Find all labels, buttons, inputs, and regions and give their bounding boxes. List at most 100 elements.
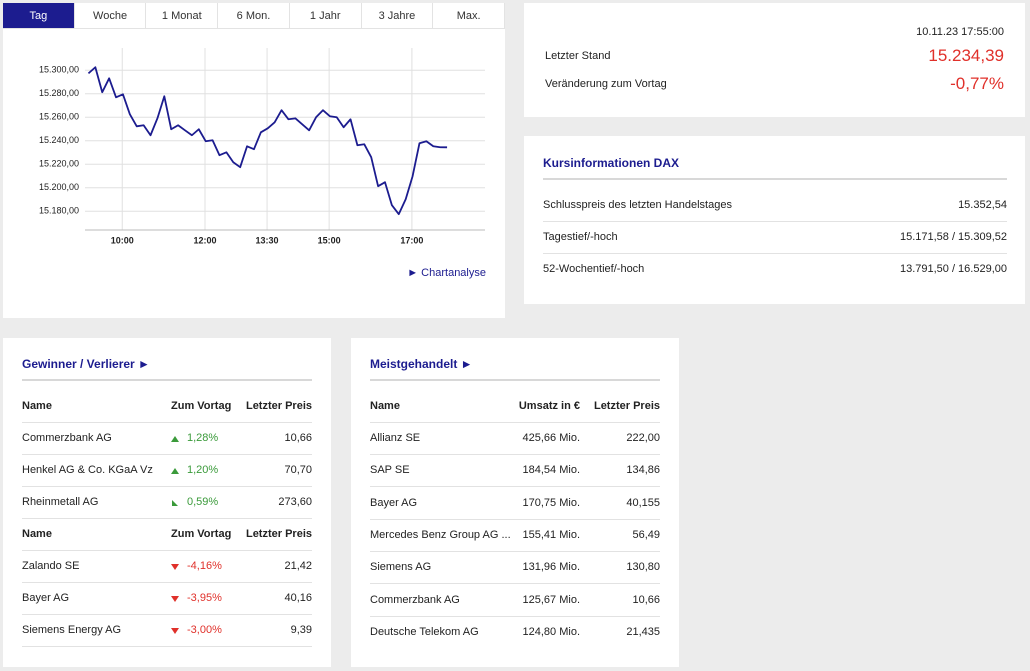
price: 40,155 bbox=[626, 496, 660, 509]
price: 273,60 bbox=[278, 496, 312, 508]
x-tick-label: 13:30 bbox=[256, 235, 279, 245]
row-separator bbox=[22, 614, 312, 615]
change: -3,00% bbox=[187, 624, 222, 636]
column-header: Zum Vortag bbox=[171, 400, 232, 412]
quote-change: -0,77% bbox=[950, 74, 1004, 93]
arrow-shape bbox=[171, 596, 179, 602]
chart-link[interactable]: ► Chartanalyse bbox=[407, 267, 486, 279]
chart-panel: Tag Woche 1 Monat 6 Mon. 1 Jahr 3 Jahre Max. 1… bbox=[3, 3, 505, 318]
stock-name[interactable]: Siemens AG bbox=[370, 561, 432, 574]
stock-name[interactable]: Commerzbank AG bbox=[22, 432, 112, 444]
trend-icon bbox=[171, 434, 179, 442]
stock-name[interactable]: Allianz SE bbox=[370, 432, 421, 444]
price: 9,39 bbox=[290, 624, 312, 636]
stock-name[interactable]: SAP SE bbox=[370, 464, 410, 477]
price-line bbox=[87, 66, 448, 216]
row-value: 15.171,58 / 15.309,52 bbox=[899, 231, 1007, 243]
tab[interactable]: Max. bbox=[433, 3, 505, 29]
stock-name[interactable]: Henkel AG & Co. KGaA Vz bbox=[22, 464, 153, 476]
quote-label: Veränderung zum Vortag bbox=[545, 78, 667, 90]
turnover: 124,80 Mio. bbox=[522, 625, 580, 638]
change: -3,95% bbox=[187, 592, 222, 604]
tab[interactable]: 6 Mon. bbox=[218, 3, 290, 29]
stock-name[interactable]: Bayer AG bbox=[22, 592, 70, 604]
price: 70,70 bbox=[284, 464, 312, 476]
y-tick-label: 15.200,00 bbox=[39, 182, 79, 192]
arrow bbox=[171, 564, 179, 570]
row-separator bbox=[543, 221, 1007, 222]
row-separator bbox=[22, 486, 312, 487]
row-label: 52-Wochentief/-hoch bbox=[543, 263, 645, 275]
movers-panel: Gewinner / Verlierer ► Name Zum Vortag Let… bbox=[3, 338, 331, 667]
turnover: 184,54 Mio. bbox=[522, 464, 580, 477]
most-traded-panel: Meistgehandelt ► Name Umsatz in € Letzter … bbox=[351, 338, 679, 667]
change: -4,16% bbox=[187, 560, 222, 572]
row-separator bbox=[22, 454, 312, 455]
trend-icon bbox=[171, 466, 179, 474]
turnover: 170,75 Mio. bbox=[522, 496, 580, 509]
tab[interactable]: 1 Jahr bbox=[289, 3, 362, 29]
price: 56,49 bbox=[632, 528, 660, 541]
column-header: Letzter Preis bbox=[245, 528, 312, 540]
turnover: 425,66 Mio. bbox=[522, 432, 580, 444]
stock-name[interactable]: Deutsche Telekom AG bbox=[370, 625, 479, 638]
row-label: Tagestief/-hoch bbox=[543, 231, 618, 243]
y-tick-label: 15.300,00 bbox=[39, 65, 79, 75]
stock-name[interactable]: Commerzbank AG bbox=[370, 593, 460, 606]
column-header: Name bbox=[22, 400, 52, 412]
stock-name[interactable]: Bayer AG bbox=[370, 496, 418, 509]
tab[interactable]: 1 Monat bbox=[146, 3, 219, 29]
panel-title[interactable]: Meistgehandelt ► bbox=[370, 357, 473, 371]
y-tick-label: 15.280,00 bbox=[39, 88, 79, 98]
info-panel: Kursinformationen DAX Schlusspreis des l… bbox=[524, 136, 1025, 304]
y-tick-label: 15.220,00 bbox=[39, 159, 79, 169]
row-separator bbox=[370, 454, 660, 455]
panel-title[interactable]: Gewinner / Verlierer ► bbox=[22, 357, 150, 371]
quote-panel: 10.11.23 17:55:00 Letzter Stand 15.234,3… bbox=[524, 3, 1025, 117]
price: 10,66 bbox=[632, 593, 660, 606]
row-separator bbox=[370, 422, 660, 423]
quote-value: 15.234,39 bbox=[928, 46, 1004, 65]
panel-title: Kursinformationen DAX bbox=[543, 156, 680, 170]
turnover: 125,67 Mio. bbox=[522, 593, 580, 606]
column-header: Letzter Preis bbox=[245, 400, 312, 412]
stock-name[interactable]: Zalando SE bbox=[22, 560, 80, 572]
arrow bbox=[171, 468, 179, 474]
price: 10,66 bbox=[284, 432, 312, 444]
column-header: Name bbox=[370, 400, 400, 412]
row-separator bbox=[370, 550, 660, 552]
column-header: Umsatz in € bbox=[518, 400, 580, 412]
arrow bbox=[171, 436, 179, 442]
arrow-shape bbox=[171, 564, 179, 570]
arrow-shape bbox=[171, 436, 179, 442]
price: 222,00 bbox=[626, 432, 660, 444]
x-tick-label: 12:00 bbox=[193, 235, 216, 245]
row-separator bbox=[543, 253, 1007, 254]
turnover: 155,41 Mio. bbox=[522, 528, 580, 541]
tab[interactable]: Tag bbox=[3, 3, 75, 29]
change: 1,20% bbox=[187, 464, 219, 476]
title-rule bbox=[370, 379, 660, 381]
row-separator bbox=[22, 550, 312, 551]
tab[interactable]: 3 Jahre bbox=[361, 3, 434, 29]
x-tick-label: 17:00 bbox=[400, 235, 423, 245]
y-tick-label: 15.180,00 bbox=[39, 206, 79, 216]
y-tick-label: 15.260,00 bbox=[39, 112, 79, 122]
x-tick-label: 15:00 bbox=[318, 235, 341, 245]
column-header: Name bbox=[22, 528, 52, 540]
row-value: 15.352,54 bbox=[958, 199, 1007, 211]
column-header: Letzter Preis bbox=[593, 400, 660, 412]
trend-icon bbox=[171, 498, 179, 506]
price: 21,435 bbox=[626, 625, 660, 638]
y-tick-label: 15.240,00 bbox=[39, 135, 79, 145]
stock-name[interactable]: Mercedes Benz Group AG ... bbox=[370, 528, 511, 541]
tab[interactable]: Woche bbox=[74, 3, 147, 29]
arrow-shape bbox=[172, 500, 178, 506]
stock-name[interactable]: Siemens Energy AG bbox=[22, 624, 122, 636]
arrow-shape bbox=[171, 468, 179, 474]
trend-icon bbox=[171, 626, 179, 634]
stock-name[interactable]: Rheinmetall AG bbox=[22, 496, 99, 508]
change: 0,59% bbox=[187, 496, 219, 508]
title-rule bbox=[543, 178, 1007, 180]
